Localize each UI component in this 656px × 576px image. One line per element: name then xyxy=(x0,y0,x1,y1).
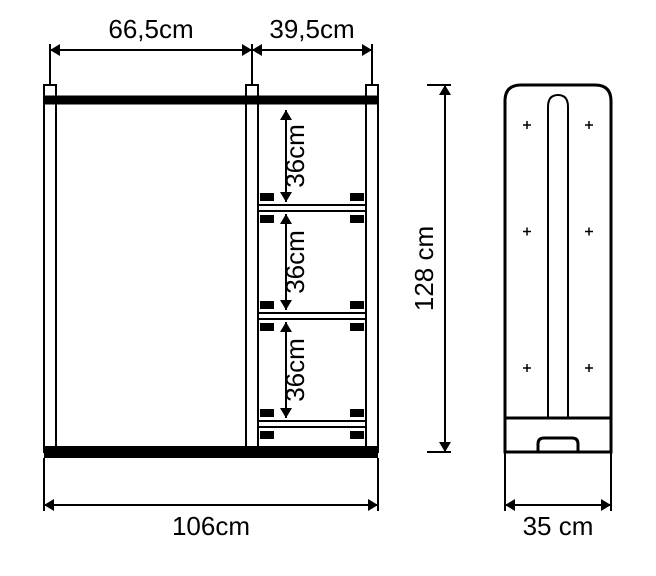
svg-text:36cm: 36cm xyxy=(280,338,310,402)
svg-text:106cm: 106cm xyxy=(172,511,250,541)
svg-text:66,5cm: 66,5cm xyxy=(108,14,193,44)
svg-text:128 cm: 128 cm xyxy=(409,226,439,311)
svg-text:36cm: 36cm xyxy=(280,124,310,188)
svg-text:39,5cm: 39,5cm xyxy=(269,14,354,44)
dimension-diagram: 66,5cm 39,5cm 106cm 36cm 36cm 36cm 128 cm 35 cm xyxy=(0,0,656,576)
svg-text:35 cm: 35 cm xyxy=(523,511,594,541)
svg-text:36cm: 36cm xyxy=(280,230,310,294)
